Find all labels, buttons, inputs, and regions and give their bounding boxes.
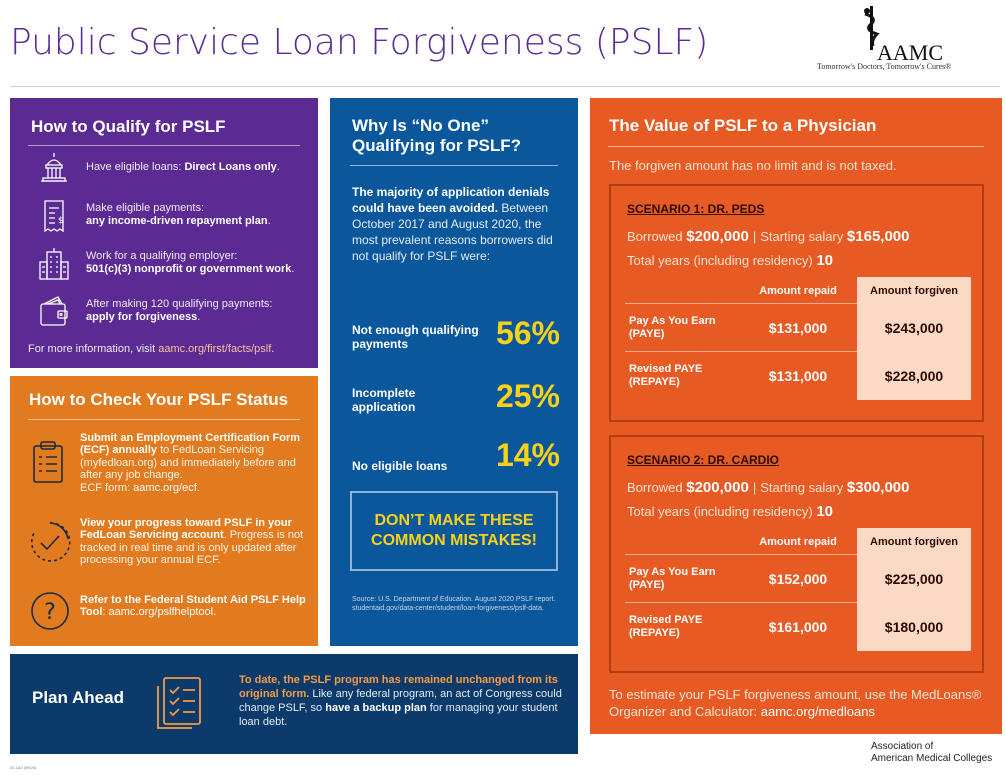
ecf-form-link[interactable]: aamc.org/ecf xyxy=(133,481,197,494)
table-row: Revised PAYE (REPAYE) $131,000 $228,000 xyxy=(625,352,971,400)
qualify-footer: For more information, visit aamc.org/fir… xyxy=(28,343,275,355)
plan-name: Revised PAYE (REPAYE) xyxy=(629,363,703,388)
col-amount-forgiven: Amount forgiven xyxy=(857,277,971,304)
qualify-item-loans: Have eligible loans: Direct Loans only. xyxy=(28,150,308,190)
check-status-panel: How to Check Your PSLF Status Submit an … xyxy=(10,376,318,646)
qualify-item-payments: $ Make eligible payments: any income-dri… xyxy=(28,198,308,238)
medloans-link[interactable]: aamc.org/medloans xyxy=(760,704,875,719)
col-amount-repaid: Amount repaid xyxy=(759,284,837,297)
svg-text:$: $ xyxy=(58,216,64,226)
aamc-logo: AAMC Tomorrow's Doctors, Tomorrow's Cure… xyxy=(807,6,951,72)
scenario-card: SCENARIO 2: DR. CARDIO Borrowed $200,000… xyxy=(609,435,984,673)
bill-dollar-icon: $ xyxy=(44,200,64,233)
why-panel: Why Is “No One” Qualifying for PSLF? The… xyxy=(330,98,578,646)
table-row: Pay As You Earn (PAYE) $131,000 $243,000 xyxy=(625,304,971,352)
document-code: 20-142 (09/20) xyxy=(10,765,37,770)
amount-forgiven: $180,000 xyxy=(857,603,971,651)
value-divider xyxy=(608,146,984,147)
header-divider xyxy=(10,86,1000,87)
office-building-icon xyxy=(39,248,69,280)
qualify-item-text: Have eligible loans: Direct Loans only. xyxy=(86,161,280,173)
col-amount-repaid: Amount repaid xyxy=(759,535,837,548)
wallet-icon xyxy=(40,296,68,326)
table-header: Amount repaid Amount forgiven xyxy=(625,528,971,555)
plan-name: Revised PAYE (REPAYE) xyxy=(629,614,703,639)
qualify-item-text: Make eligible payments: any income-drive… xyxy=(86,202,271,227)
qualify-divider xyxy=(28,145,300,146)
progress-check-icon xyxy=(30,522,71,562)
stat-label: No eligible loans xyxy=(352,459,448,473)
source-note: Source: U.S. Department of Education. Au… xyxy=(352,596,556,612)
why-intro: The majority of application denials coul… xyxy=(352,185,553,263)
pslf-help-tool-link[interactable]: aamc.org/pslfhelptool xyxy=(108,606,214,619)
qualify-title: How to Qualify for PSLF xyxy=(31,117,226,136)
plan-name: Pay As You Earn (PAYE) xyxy=(629,315,716,340)
association-name: Association of American Medical Colleges xyxy=(871,741,993,764)
qualify-item-apply: After making 120 qualifying payments: ap… xyxy=(28,294,308,334)
table-row: Pay As You Earn (PAYE) $152,000 $225,000 xyxy=(625,555,971,603)
amount-repaid: $131,000 xyxy=(768,368,828,384)
scenario-table: Amount repaid Amount forgiven Pay As You… xyxy=(625,277,971,400)
check-item-text: View your progress toward PSLF in your F… xyxy=(80,517,304,567)
amount-forgiven: $228,000 xyxy=(857,352,971,400)
table-row: Revised PAYE (REPAYE) $161,000 $180,000 xyxy=(625,603,971,651)
value-footer: To estimate your PSLF forgiveness amount… xyxy=(609,687,982,719)
logo-tagline: Tomorrow's Doctors, Tomorrow's Cures® xyxy=(817,62,952,71)
caduceus-icon xyxy=(864,6,880,50)
stat-percent: 56% xyxy=(495,315,560,351)
checklist-icon xyxy=(157,677,201,729)
stat-percent: 14% xyxy=(495,437,560,473)
plan-title: Plan Ahead xyxy=(32,688,124,707)
stat-percent: 25% xyxy=(495,378,560,414)
why-divider xyxy=(350,165,558,166)
stat-label: Not enough qualifying payments xyxy=(352,323,479,351)
value-subtitle: The forgiven amount has no limit and is … xyxy=(609,158,897,173)
scenario-borrowed-salary: Borrowed $200,000 | Starting salary $165,0… xyxy=(627,228,910,245)
amount-repaid: $152,000 xyxy=(768,571,828,587)
svg-text:?: ? xyxy=(44,600,56,625)
question-icon: ? xyxy=(31,592,69,630)
value-panel: The Value of PSLF to a Physician The for… xyxy=(590,98,1002,734)
stat-row: Incomplete application 25% xyxy=(352,378,560,418)
plan-ahead-panel: Plan Ahead To date, the PSLF program has… xyxy=(10,654,578,754)
scenario-name: SCENARIO 2: DR. CARDIO xyxy=(627,453,780,467)
logo-text: AAMC xyxy=(877,40,944,65)
stat-row: Not enough qualifying payments 56% xyxy=(352,315,560,355)
qualify-item-employer: Work for a qualifying employer: 501(c)(3… xyxy=(28,246,308,286)
stat-row: No eligible loans 14% xyxy=(352,437,560,477)
amount-forgiven: $225,000 xyxy=(857,555,971,603)
qualify-item-text: Work for a qualifying employer: 501(c)(3… xyxy=(86,250,295,275)
amount-forgiven: $243,000 xyxy=(857,304,971,352)
plan-text: To date, the PSLF program has remained u… xyxy=(239,674,562,728)
common-mistakes-callout: DON’T MAKE THESE COMMON MISTAKES! xyxy=(350,491,558,571)
scenario-table: Amount repaid Amount forgiven Pay As You… xyxy=(625,528,971,651)
check-title: How to Check Your PSLF Status xyxy=(29,390,289,409)
capitol-building-icon xyxy=(41,153,67,182)
qualify-panel: How to Qualify for PSLF Have eligible lo… xyxy=(10,98,318,368)
table-header: Amount repaid Amount forgiven xyxy=(625,277,971,304)
scenario-name: SCENARIO 1: DR. PEDS xyxy=(627,202,765,216)
qualify-info-link[interactable]: aamc.org/first/facts/pslf xyxy=(158,343,272,355)
qualify-item-text: After making 120 qualifying payments: ap… xyxy=(86,298,273,323)
col-amount-forgiven: Amount forgiven xyxy=(857,528,971,555)
check-item-text: Refer to the Federal Student Aid PSLF He… xyxy=(80,594,306,619)
stat-label: Incomplete application xyxy=(352,386,416,414)
clipboard-list-icon xyxy=(33,441,63,483)
amount-repaid: $161,000 xyxy=(768,619,828,635)
plan-name: Pay As You Earn (PAYE) xyxy=(629,566,716,591)
why-title: Why Is “No One” Qualifying for PSLF? xyxy=(352,116,522,155)
scenario-years: Total years (including residency) 10 xyxy=(627,503,833,520)
scenario-borrowed-salary: Borrowed $200,000 | Starting salary $300,0… xyxy=(627,479,910,496)
check-divider xyxy=(28,419,300,420)
scenario-card: SCENARIO 1: DR. PEDS Borrowed $200,000 | S… xyxy=(609,184,984,422)
scenario-years: Total years (including residency) 10 xyxy=(627,252,833,269)
value-title: The Value of PSLF to a Physician xyxy=(609,116,877,135)
page-title: Public Service Loan Forgiveness (PSLF) xyxy=(10,22,709,63)
check-item-text: Submit an Employment Certification Form … xyxy=(80,432,301,494)
amount-repaid: $131,000 xyxy=(768,320,828,336)
